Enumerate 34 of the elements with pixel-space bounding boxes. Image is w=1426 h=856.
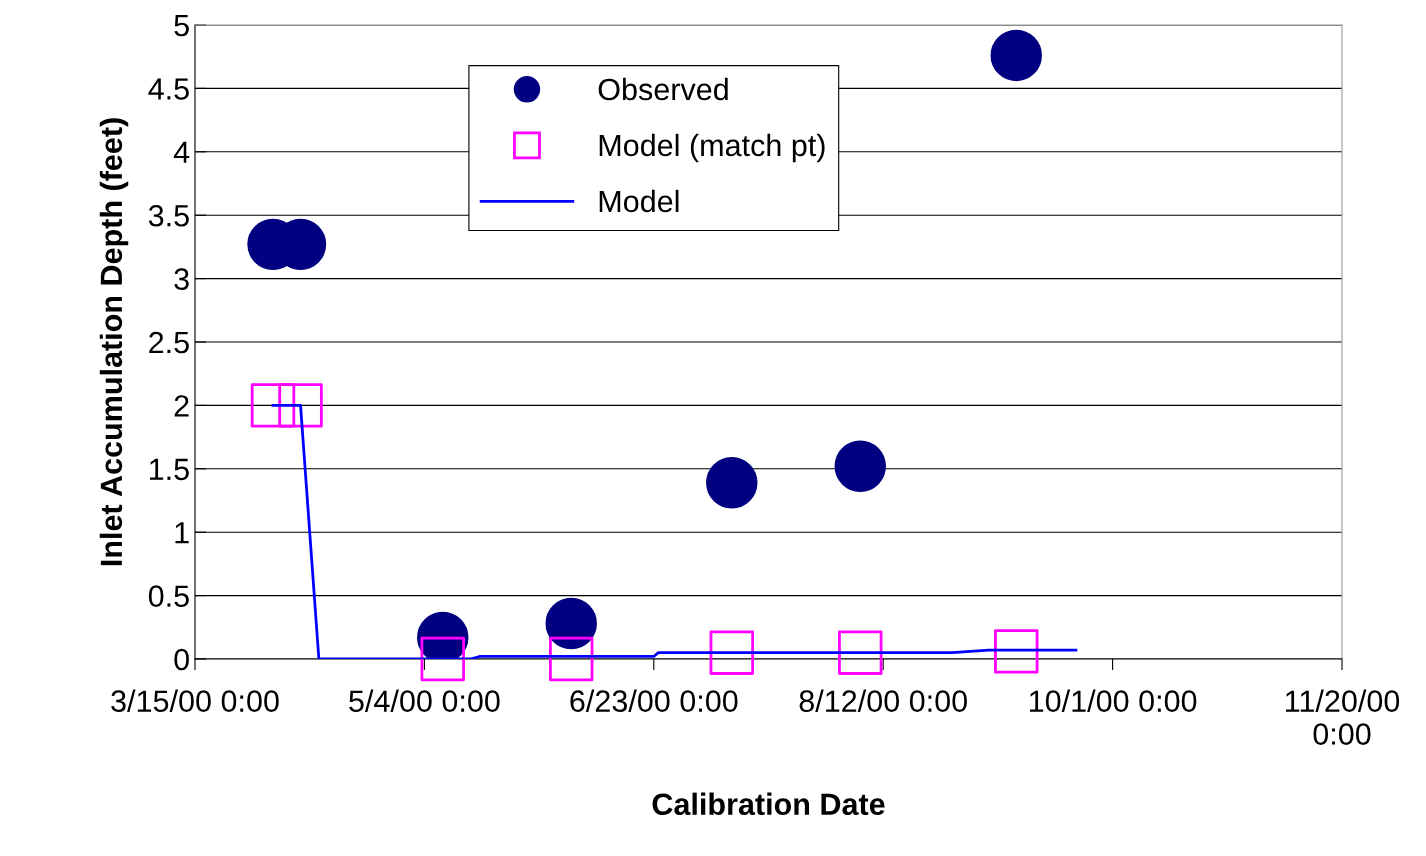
point: [994, 629, 1039, 674]
y-tick-label: 5: [174, 15, 189, 37]
y-tick-label: 0.5: [148, 585, 189, 607]
line-series: [271, 404, 1078, 659]
point: [545, 597, 597, 650]
legend-label: Model: [599, 189, 679, 213]
x-tick-label: 11/20/00 0:00: [1285, 689, 1400, 745]
legend-label: Observed: [598, 77, 728, 101]
y-tick-label: 1.5: [150, 458, 189, 481]
x-tick-label: 6/23/00 0:00: [570, 689, 738, 712]
y-tick-label: 3.5: [148, 204, 189, 227]
point: [278, 383, 323, 428]
point: [834, 440, 886, 492]
y-tick-label: 1: [175, 522, 189, 544]
y-tick-label: 4.5: [148, 78, 189, 100]
y-tick-label: 2.5: [149, 331, 189, 354]
point: [990, 29, 1042, 82]
y-tick-label: 4: [173, 141, 190, 163]
point: [838, 630, 883, 675]
x-tick-label: 5/4/00 0:00: [349, 689, 500, 712]
point: [420, 636, 465, 682]
y-tick-label: 2: [174, 395, 189, 417]
point: [706, 457, 758, 509]
x-tick-label: 8/12/00 0:00: [799, 689, 967, 712]
x-tick-label: 3/15/00 0:00: [111, 689, 279, 712]
y-tick-label: 0: [174, 648, 189, 671]
legend-label: Model (match pt): [599, 133, 825, 163]
point: [250, 383, 296, 428]
x-tick-label: 10/1/00 0:00: [1029, 689, 1197, 712]
y-axis-title: Inlet Accumulation Depth (feet): [99, 118, 129, 566]
point: [548, 636, 594, 682]
x-axis-title: Calibration Date: [652, 792, 885, 816]
y-tick-label: 3: [174, 268, 189, 290]
point: [709, 630, 755, 675]
